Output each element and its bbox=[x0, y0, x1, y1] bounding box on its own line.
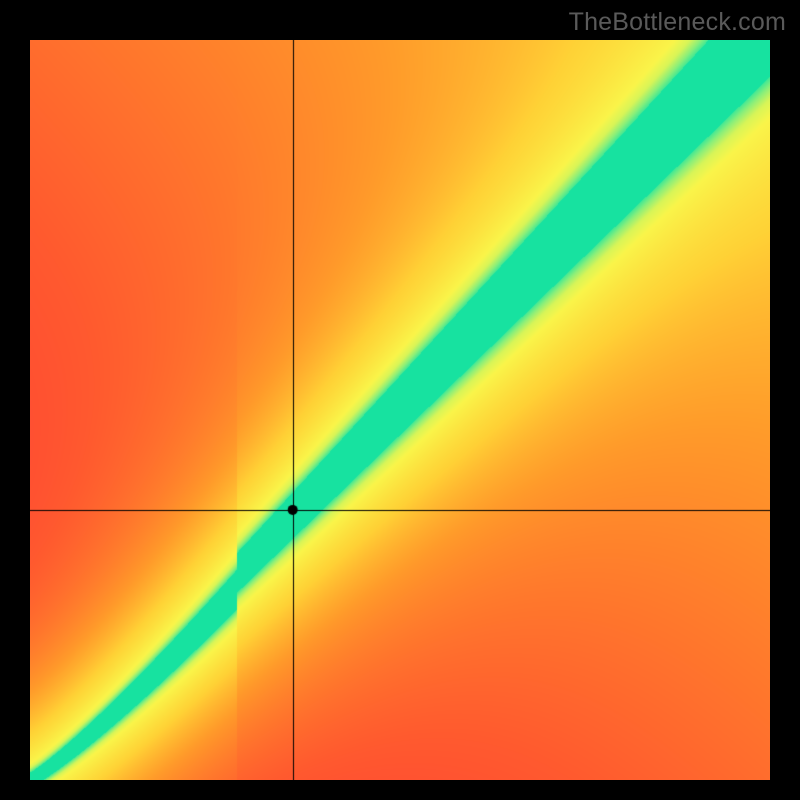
heatmap-plot bbox=[30, 40, 770, 780]
watermark-text: TheBottleneck.com bbox=[569, 8, 786, 37]
heatmap-canvas bbox=[30, 40, 770, 780]
chart-container: TheBottleneck.com bbox=[0, 0, 800, 800]
